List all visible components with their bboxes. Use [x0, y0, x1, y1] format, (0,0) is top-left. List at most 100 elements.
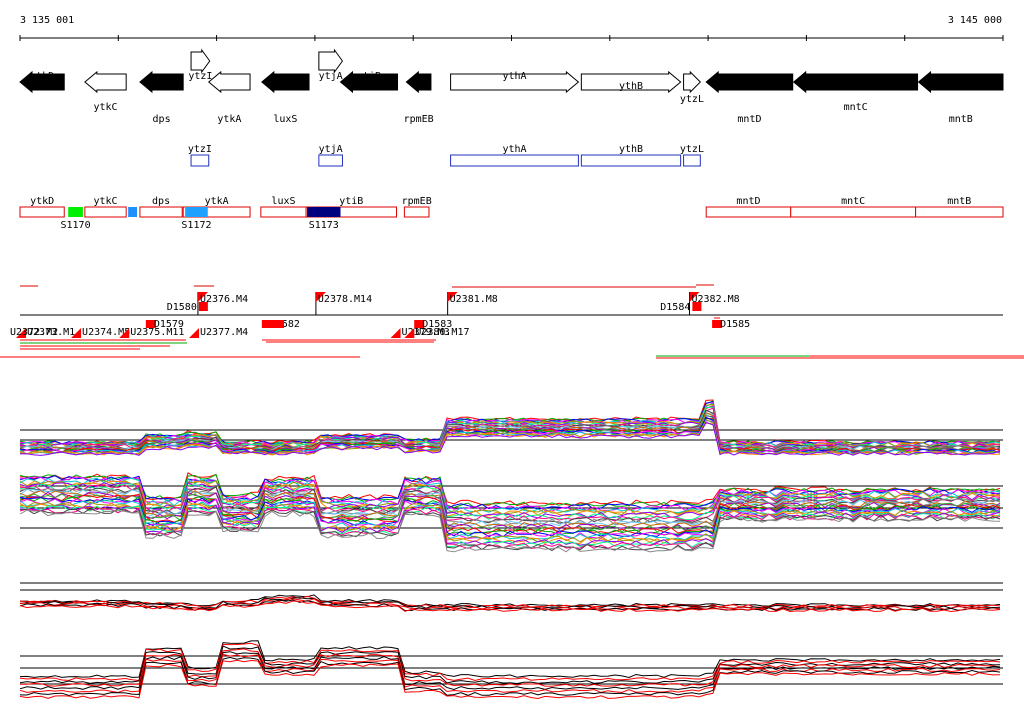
minus-annotation-box	[84, 206, 127, 218]
expression-profile-line	[19, 491, 1001, 531]
lower-marker-label: U2377.M4	[200, 327, 248, 338]
gene-arrow	[318, 48, 344, 74]
minus-annotation-box	[915, 206, 1004, 218]
gene-label: ytzL	[680, 94, 704, 105]
srna-label: S1173	[309, 220, 339, 231]
expression-profile-line	[19, 653, 1001, 694]
minus-annotation-box	[19, 206, 65, 218]
minus-annotation-label: mntB	[947, 196, 971, 207]
plus-annotation-label: ythB	[619, 144, 643, 155]
lower-marker-flag	[189, 328, 200, 338]
expression-profile-line	[19, 651, 1001, 691]
plus-annotation-box	[318, 154, 343, 167]
lower-marker-label: D1579	[154, 319, 184, 330]
expression-profile-line	[19, 600, 1001, 613]
gene-label: mntC	[844, 102, 868, 113]
minus-annotation-label: luxS	[271, 196, 295, 207]
gene-arrow	[207, 70, 251, 94]
srna-box	[185, 207, 208, 217]
end-coordinate-label: 3 145 000	[948, 15, 1002, 26]
start-coordinate-label: 3 135 001	[20, 15, 74, 26]
gene-label: rpmEB	[404, 114, 434, 125]
expression-profile-line	[19, 642, 1001, 682]
expression-profile-line	[19, 599, 1001, 612]
lower-marker-label: U2374.M5	[82, 327, 130, 338]
marker-label: U2381.M8	[450, 294, 498, 305]
expression-profile-line	[19, 506, 1001, 549]
lower-marker-label: U2372.M2	[10, 327, 58, 338]
minus-annotation-box	[790, 206, 917, 218]
expression-profile-line	[19, 484, 1001, 522]
plus-annotation-box	[450, 154, 579, 167]
expression-profile-line	[19, 502, 1000, 545]
gene-arrow	[84, 70, 127, 94]
gene-label: mntD	[737, 114, 761, 125]
gene-arrow	[683, 70, 702, 94]
marker-flag	[315, 292, 326, 302]
plus-annotation-box	[683, 154, 701, 167]
gene-arrow	[261, 70, 310, 94]
minus-annotation-label: ytkC	[93, 196, 117, 207]
minus-annotation-label: ytiB	[339, 196, 363, 207]
expression-profile-line	[20, 476, 1001, 512]
marker-label: U2378.M14	[318, 294, 372, 305]
downstream-marker-label: D1584	[660, 302, 690, 313]
expression-profile-line	[19, 640, 1001, 679]
plus-annotation-label: ytzI	[188, 144, 212, 155]
gene-label: ytkC	[93, 102, 117, 113]
expression-profile-line	[19, 422, 1000, 456]
gene-arrow	[580, 70, 682, 94]
expression-profile-line	[19, 500, 1001, 541]
minus-annotation-label: mntD	[736, 196, 760, 207]
minus-annotation-box	[182, 206, 251, 218]
lower-downstream-box	[414, 320, 425, 328]
gene-label: ytzI	[188, 71, 212, 82]
plus-annotation-label: ytjA	[319, 144, 343, 155]
expression-profile-line	[19, 594, 1001, 608]
upstream-markers: U2376.M4 U2378.M14 U2381.M8 U2382.M8 D1580 D1…	[167, 292, 740, 315]
srna-box	[128, 207, 137, 217]
marker-label: U2376.M4	[200, 294, 248, 305]
gene-arrow	[917, 70, 1004, 94]
lower-marker-label: U2373.M1	[27, 327, 75, 338]
marker-flag	[689, 292, 700, 302]
expression-profile-line	[19, 656, 1001, 697]
lower-marker-flag	[119, 328, 130, 338]
gene-arrow	[19, 70, 65, 94]
lower-downstream-box	[145, 320, 156, 328]
ruler-ticks	[19, 35, 1004, 41]
marker-label: U2382.M8	[691, 294, 739, 305]
lower-marker-label: D1585	[720, 319, 750, 330]
lower-marker-flag	[390, 328, 401, 338]
lower-marker-label: U2380.M17	[415, 327, 469, 338]
gene-arrow	[450, 70, 580, 94]
lower-marker-label: U2379.M3	[402, 327, 450, 338]
gene-label: ytkA	[217, 114, 241, 125]
downstream-marker-box	[692, 302, 702, 311]
srna-label: S1170	[60, 220, 90, 231]
expression-profile-line	[19, 595, 1001, 609]
gene-arrow	[139, 70, 184, 94]
lower-downstream-box	[266, 320, 284, 328]
expression-track-3	[19, 582, 1003, 613]
plus-strand-annotation-track: ytzI ytjA ythA ythB ytzL	[188, 144, 704, 167]
gene-label: mntB	[949, 114, 973, 125]
gene-arrow	[792, 70, 919, 94]
minus-annotation-box	[705, 206, 792, 218]
minus-annotation-label: mntC	[841, 196, 865, 207]
lower-downstream-box	[712, 320, 723, 328]
marker-flag	[197, 292, 208, 302]
srna-box	[307, 207, 341, 217]
srna-label: S1172	[181, 220, 211, 231]
gene-label: ytjA	[319, 71, 343, 82]
downstream-marker-box	[198, 302, 208, 311]
lower-marker-flag	[71, 328, 82, 338]
transcript-span-lines	[0, 317, 1024, 359]
gene-arrow	[705, 70, 794, 94]
expression-track-1	[19, 399, 1003, 456]
gene-arrow	[339, 70, 399, 94]
plus-annotation-box	[580, 154, 682, 167]
